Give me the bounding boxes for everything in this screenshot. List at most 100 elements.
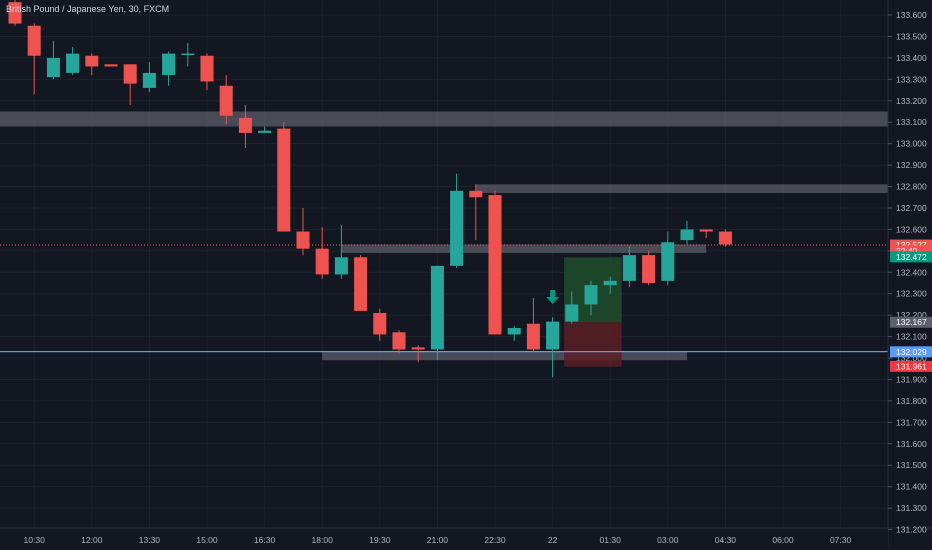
candle-body bbox=[584, 285, 598, 305]
candles bbox=[8, 0, 732, 378]
time-axis[interactable]: 10:30 12:00 13:30 15:00 16:30 18:00 19:30 21:00… bbox=[24, 535, 852, 545]
time-tick-label: 21:00 bbox=[427, 535, 449, 545]
price-label: 132.167 bbox=[890, 316, 932, 328]
signal bbox=[546, 290, 560, 305]
sr-zone[interactable] bbox=[322, 351, 687, 361]
grid bbox=[0, 0, 888, 531]
candle bbox=[123, 64, 137, 106]
price-tick-label: 131.600 bbox=[896, 439, 927, 449]
candle-body bbox=[565, 304, 579, 322]
price-label-box bbox=[890, 239, 932, 251]
horizontal-lines bbox=[0, 244, 888, 353]
candle-body bbox=[450, 190, 464, 266]
price-label-text: 22:40 bbox=[896, 246, 918, 256]
candle bbox=[565, 291, 579, 324]
price-label-box bbox=[890, 245, 932, 257]
price-tick-label: 133.500 bbox=[896, 31, 927, 41]
candle bbox=[642, 250, 656, 286]
candle bbox=[373, 308, 387, 341]
candle-body bbox=[238, 117, 252, 133]
candle-body bbox=[315, 248, 329, 275]
candle-body bbox=[680, 229, 694, 241]
candle-body bbox=[661, 242, 675, 281]
price-label: 132.527 bbox=[890, 239, 932, 251]
chart-title: British Pound / Japanese Yen, 30, FXCM bbox=[6, 4, 170, 14]
price-label: 22:40 bbox=[890, 245, 932, 257]
candle-body bbox=[622, 255, 636, 281]
time-tick-label: 03:00 bbox=[657, 535, 679, 545]
candle bbox=[354, 255, 368, 311]
price-label: 132.029 bbox=[890, 346, 932, 358]
candle-body bbox=[718, 231, 732, 245]
price-label-text: 132.527 bbox=[896, 240, 927, 250]
candle-body bbox=[526, 323, 540, 350]
candle bbox=[680, 220, 694, 245]
price-label-text: 132.029 bbox=[896, 347, 927, 357]
candle bbox=[507, 325, 521, 341]
candle bbox=[162, 51, 176, 86]
candle-body bbox=[699, 229, 713, 232]
time-tick-label: 04:30 bbox=[715, 535, 737, 545]
price-tick-label: 131.200 bbox=[896, 525, 927, 535]
candle bbox=[718, 229, 732, 247]
stop-zone[interactable] bbox=[564, 322, 622, 367]
sr-zone[interactable] bbox=[0, 111, 888, 127]
candle bbox=[584, 280, 598, 316]
price-label-box bbox=[890, 346, 932, 358]
candle-body bbox=[66, 53, 80, 73]
candle-body bbox=[546, 321, 560, 350]
candle-body bbox=[258, 130, 272, 133]
price-axis[interactable]: 133.600 133.500 133.400 133.300 133.200 133.1… bbox=[888, 10, 927, 535]
candle-body bbox=[430, 265, 444, 350]
candle bbox=[142, 62, 156, 93]
price-label: 131.961 bbox=[890, 360, 932, 372]
price-tick-label: 132.400 bbox=[896, 267, 927, 277]
price-label-box bbox=[890, 251, 932, 263]
candle-body bbox=[469, 190, 483, 198]
candle bbox=[238, 105, 252, 148]
price-tick-label: 133.100 bbox=[896, 117, 927, 127]
price-label-text: 132.167 bbox=[896, 317, 927, 327]
price-label-box bbox=[890, 360, 932, 372]
time-tick-label: 01:30 bbox=[600, 535, 622, 545]
price-tick-label: 131.700 bbox=[896, 417, 927, 427]
price-tick-label: 132.800 bbox=[896, 182, 927, 192]
candle bbox=[200, 53, 214, 91]
candle bbox=[277, 122, 291, 232]
price-tick-label: 133.200 bbox=[896, 96, 927, 106]
candle-body bbox=[200, 55, 214, 82]
candle bbox=[46, 40, 60, 80]
price-label: 132.472 bbox=[890, 251, 932, 263]
candle bbox=[661, 231, 675, 286]
candle-body bbox=[642, 255, 656, 283]
candle bbox=[392, 330, 406, 354]
price-tick-label: 131.500 bbox=[896, 460, 927, 470]
candle-body bbox=[392, 332, 406, 350]
candle bbox=[334, 225, 348, 279]
candle bbox=[85, 53, 99, 76]
sr-zone[interactable] bbox=[475, 184, 888, 193]
time-axis-background bbox=[0, 528, 888, 550]
candle bbox=[488, 190, 502, 335]
candle bbox=[699, 229, 713, 238]
price-tick-label: 133.300 bbox=[896, 74, 927, 84]
sr-zone[interactable] bbox=[341, 244, 707, 253]
price-tick-label: 132.200 bbox=[896, 310, 927, 320]
price-tick-label: 132.100 bbox=[896, 332, 927, 342]
time-tick-label: 18:00 bbox=[312, 535, 334, 545]
price-tick-label: 132.000 bbox=[896, 353, 927, 363]
time-tick-label: 15:00 bbox=[196, 535, 218, 545]
candle-body bbox=[123, 64, 137, 84]
price-tick-label: 132.600 bbox=[896, 224, 927, 234]
candle-body bbox=[219, 85, 233, 116]
time-tick-label: 06:00 bbox=[772, 535, 794, 545]
candle-body bbox=[277, 128, 291, 232]
candle-body bbox=[334, 257, 348, 275]
candle bbox=[603, 276, 617, 294]
candle bbox=[315, 227, 329, 279]
time-tick-label: 12:00 bbox=[81, 535, 103, 545]
price-tick-label: 133.600 bbox=[896, 10, 927, 20]
time-tick-label: 13:30 bbox=[139, 535, 161, 545]
